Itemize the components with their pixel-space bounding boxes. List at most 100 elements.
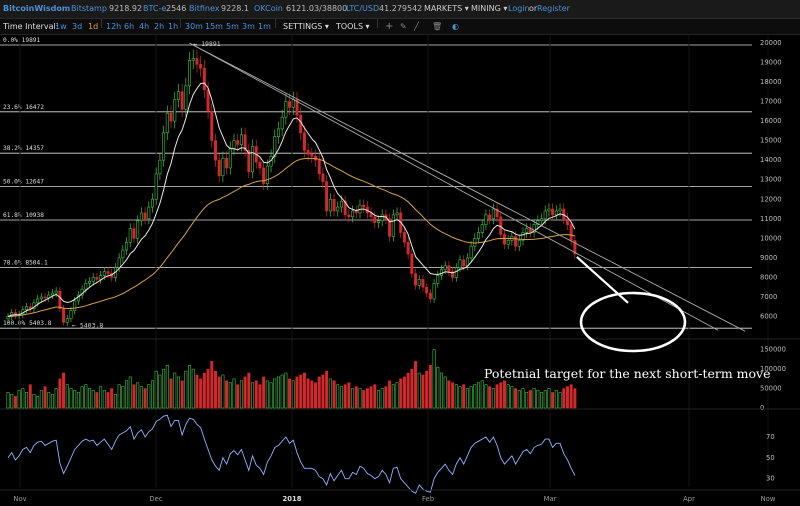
ticker-btce-name[interactable]: BTC-e <box>143 4 167 13</box>
volume-bar <box>232 378 236 409</box>
candle-body <box>328 198 332 212</box>
candle-body <box>517 240 521 247</box>
fib-label: 38.2% 14357 <box>3 145 44 152</box>
interval-4h[interactable]: 4h <box>139 22 150 31</box>
candle-body <box>25 306 29 310</box>
oscillator-tick-label: 70 <box>766 433 775 441</box>
volume-bar <box>343 384 347 409</box>
candle-body <box>62 308 66 323</box>
price-chart[interactable]: 0.0% 19891 23.6% 16472 38.2% 14357 50.0% 12… <box>0 35 800 506</box>
candle-body <box>169 112 173 122</box>
toolbar-divider <box>275 19 276 28</box>
toolbar-divider <box>377 19 378 28</box>
candle-body <box>162 132 166 161</box>
line-icon[interactable]: ╱ <box>414 22 419 31</box>
toggle-icon[interactable]: ◐ <box>452 22 459 31</box>
volume-panel: 150000 100000 50000 0 <box>0 338 800 412</box>
ma-fast-line <box>7 82 576 317</box>
candle-body <box>221 157 225 177</box>
volume-bar <box>95 392 99 409</box>
volume-bar <box>225 380 229 409</box>
pencil-icon[interactable]: ✎ <box>400 22 407 31</box>
interval-1w[interactable]: 1w <box>55 22 67 31</box>
candle-body <box>243 134 247 151</box>
register-link[interactable]: Register <box>537 4 570 13</box>
trash-icon[interactable]: 🗑 <box>432 22 443 31</box>
candle-body <box>28 306 32 310</box>
candle-body <box>102 271 106 276</box>
high-label: ← 19891 <box>193 40 220 48</box>
candle-body <box>91 277 95 282</box>
volume-bar <box>265 380 269 409</box>
volume-bar <box>128 376 132 409</box>
candle-body <box>225 157 229 169</box>
candle-body <box>284 101 288 118</box>
volume-bar <box>228 382 232 409</box>
volume-bar <box>484 384 488 409</box>
interval-2h[interactable]: 2h <box>154 22 165 31</box>
candle-body <box>373 216 377 224</box>
interval-6h[interactable]: 6h <box>124 22 135 31</box>
volume-bar <box>147 384 151 409</box>
volume-bar <box>358 388 362 409</box>
ticker-ltcusd-name[interactable]: LTC/USD <box>346 4 380 13</box>
volume-bar <box>554 390 558 409</box>
candle-body <box>558 208 562 212</box>
interval-1d[interactable]: 1d <box>88 22 99 31</box>
ticker-okcoin-name[interactable]: OKCoin <box>254 4 283 13</box>
volume-bar <box>273 378 277 409</box>
volume-bar <box>91 390 95 409</box>
volume-bar <box>36 396 40 409</box>
top-bar: BitcoinWisdom Bitstamp 9218.92 BTC-e 254… <box>0 0 800 19</box>
login-link[interactable]: Login <box>508 4 530 13</box>
interval-12h[interactable]: 12h <box>106 22 122 31</box>
interval-1m[interactable]: 1m <box>258 22 271 31</box>
volume-bar <box>569 384 573 409</box>
volume-bar <box>210 361 214 409</box>
volume-bar <box>32 394 36 409</box>
interval-1h[interactable]: 1h <box>168 22 179 31</box>
candle-body <box>265 165 269 184</box>
candlesticks <box>6 49 577 326</box>
tools-menu[interactable]: TOOLS ▾ <box>336 22 370 31</box>
volume-bar <box>528 390 532 409</box>
candle-body <box>184 85 188 110</box>
ticker-bitfinex-name[interactable]: Bitfinex <box>189 4 220 13</box>
volume-bar <box>395 382 399 409</box>
candle-body <box>469 245 473 259</box>
candle-body <box>436 275 440 284</box>
volume-bar <box>421 374 425 409</box>
candle-body <box>202 67 206 91</box>
interval-30m[interactable]: 30m <box>185 22 203 31</box>
interval-15m[interactable]: 15m <box>205 22 223 31</box>
interval-3d[interactable]: 3d <box>72 22 83 31</box>
chart-toolbar: Time Interval: 1w 3d 1d 12h 6h 4h 2h 1h … <box>0 19 800 35</box>
candle-body <box>477 232 481 239</box>
volume-bar <box>139 386 143 409</box>
volume-bar <box>191 368 195 409</box>
candle-body <box>439 269 443 276</box>
fib-label: 61.8% 10938 <box>3 212 44 219</box>
volume-bar <box>262 376 266 409</box>
candle-body <box>354 210 358 214</box>
candle-body <box>351 210 355 218</box>
volume-bar <box>384 386 388 409</box>
mining-menu[interactable]: MINING ▾ <box>471 4 508 13</box>
volume-bar <box>425 370 429 409</box>
settings-menu[interactable]: SETTINGS ▾ <box>283 22 329 31</box>
plus-icon[interactable]: + <box>385 21 394 32</box>
ticker-bitstamp-name[interactable]: Bitstamp <box>71 4 107 13</box>
candle-body <box>347 214 351 218</box>
volume-bar <box>506 384 510 409</box>
candle-body <box>150 198 154 208</box>
volume-bar <box>317 376 321 409</box>
interval-5m[interactable]: 5m <box>226 22 239 31</box>
volume-bar <box>28 384 32 409</box>
ticker-okcoin-price: 6121.03/38800 <box>286 4 348 13</box>
volume-bar <box>525 392 529 409</box>
markets-menu[interactable]: MARKETS ▾ <box>424 4 469 13</box>
site-logo[interactable]: BitcoinWisdom <box>3 4 71 13</box>
price-tick-label: 16000 <box>760 117 782 125</box>
interval-3m[interactable]: 3m <box>242 22 255 31</box>
candle-body <box>154 173 158 200</box>
